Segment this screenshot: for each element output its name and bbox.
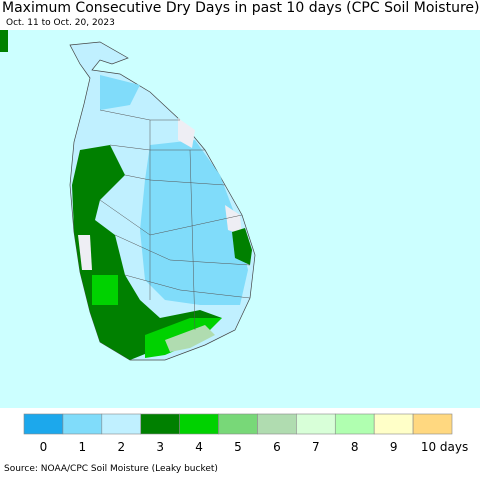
legend-swatch xyxy=(334,413,375,435)
region xyxy=(100,75,140,110)
legend-swatch xyxy=(412,413,453,435)
mainland-corner xyxy=(0,30,8,52)
legend-label: 1 xyxy=(79,440,87,454)
legend-label: 3 xyxy=(156,440,164,454)
legend-label: 6 xyxy=(273,440,281,454)
legend-swatch xyxy=(296,413,336,435)
legend-swatch xyxy=(257,413,297,435)
legend-swatch xyxy=(218,413,258,435)
region xyxy=(225,205,242,235)
legend-label: 9 xyxy=(390,440,398,454)
source: Source: NOAA/CPC Soil Moisture (Leaky bu… xyxy=(4,464,218,474)
legend-label: 8 xyxy=(351,440,359,454)
legend-label: 4 xyxy=(195,440,203,454)
legend-swatch xyxy=(62,413,103,435)
region xyxy=(92,275,118,305)
region xyxy=(78,235,92,270)
region xyxy=(232,228,252,265)
region xyxy=(165,325,215,352)
map-subtitle: Oct. 11 to Oct. 20, 2023 xyxy=(6,18,115,28)
district-lines xyxy=(99,109,251,331)
legend-swatch xyxy=(179,413,219,435)
legend-label: 2 xyxy=(117,440,125,454)
map-title: Maximum Consecutive Dry Days in past 10 … xyxy=(2,0,479,16)
legend-label: 7 xyxy=(312,440,320,454)
legend: 0 1 2 3 4 5 6 7 8 9 10 days xyxy=(23,413,468,454)
legend-label: 10 days xyxy=(421,440,468,454)
region xyxy=(72,145,222,360)
legend-swatch xyxy=(101,413,142,435)
legend-swatch xyxy=(140,413,180,435)
legend-label: 0 xyxy=(40,440,48,454)
legend-swatch xyxy=(23,413,64,435)
region xyxy=(178,118,195,148)
legend-label: 5 xyxy=(234,440,242,454)
legend-swatch xyxy=(373,413,414,435)
